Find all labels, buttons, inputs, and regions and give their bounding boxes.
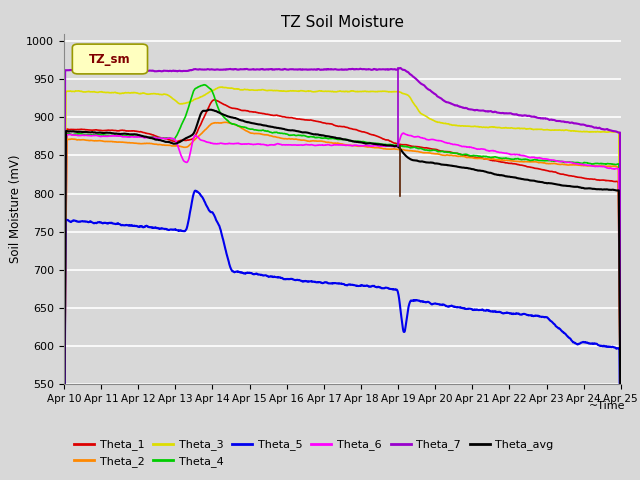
Text: ~Time: ~Time — [588, 401, 625, 411]
Title: TZ Soil Moisture: TZ Soil Moisture — [281, 15, 404, 30]
Y-axis label: Soil Moisture (mV): Soil Moisture (mV) — [9, 155, 22, 263]
Legend: Theta_1, Theta_2, Theta_3, Theta_4, Theta_5, Theta_6, Theta_7, Theta_avg: Theta_1, Theta_2, Theta_3, Theta_4, Thet… — [70, 435, 558, 471]
Text: TZ_sm: TZ_sm — [89, 52, 131, 65]
FancyBboxPatch shape — [72, 44, 148, 74]
